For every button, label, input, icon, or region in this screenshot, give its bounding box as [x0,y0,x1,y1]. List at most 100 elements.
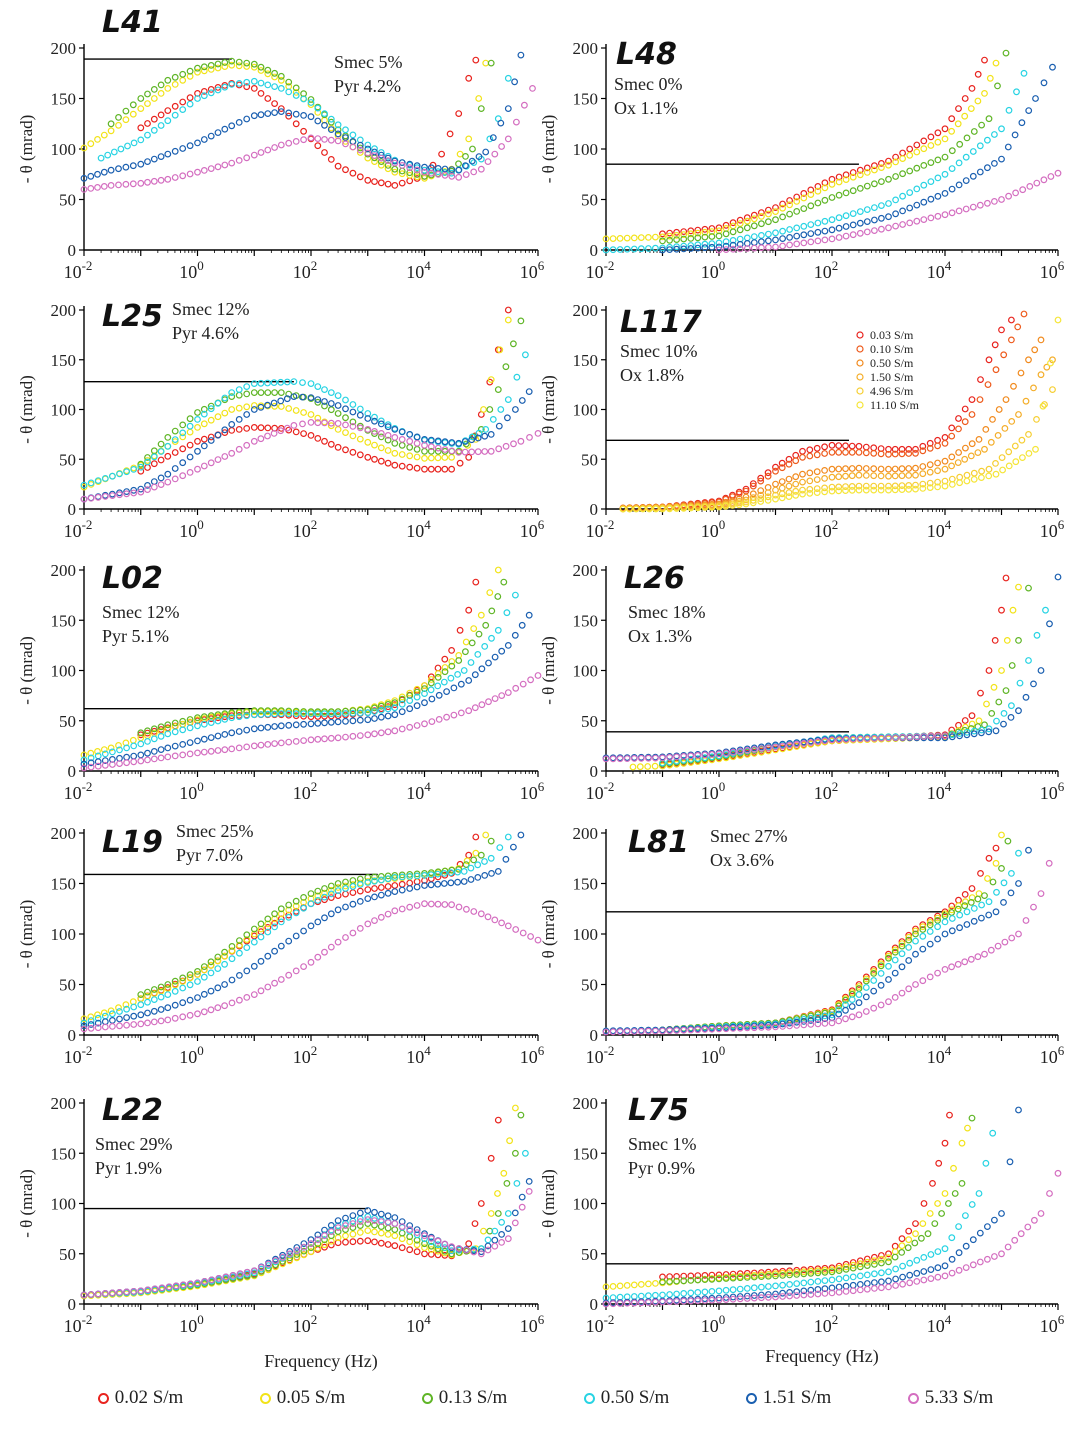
data-point [327,1241,335,1249]
data-point [194,447,201,455]
data-point [250,424,258,431]
data-point [270,399,278,407]
data-point [821,450,828,457]
data-point [307,710,315,718]
data-point [200,87,208,95]
legend-item: 5.33 S/m [870,1387,1032,1409]
data-point [504,1235,512,1243]
data-point [356,1237,364,1245]
data-point [645,245,652,252]
data-point [680,1289,688,1297]
data-point [421,441,428,449]
data-point [912,464,919,472]
data-point [441,171,449,179]
data-point [948,915,956,922]
y-tick-label: 200 [51,1094,77,1113]
data-point [701,1276,709,1283]
data-point [108,472,116,480]
data-point [228,406,236,413]
data-point [948,927,956,935]
data-point [765,230,772,238]
data-point [899,1273,906,1281]
data-point [264,928,272,936]
data-point [122,163,130,171]
data-point [898,445,906,453]
data-point [207,65,215,73]
data-point [694,1276,702,1284]
data-point [926,917,934,924]
y-tick-label: 50 [59,191,76,210]
legend-label: 0.05 S/m [276,1387,346,1408]
data-point [413,166,421,174]
data-point [307,432,315,439]
data-point [214,984,222,992]
data-point [334,420,342,427]
data-point [157,723,165,731]
data-point [999,466,1006,474]
data-point [687,1272,695,1280]
data-point [108,1023,116,1030]
x-tick-label: 10-2 [64,779,93,803]
data-point [406,689,414,697]
data-point [772,204,779,212]
data-point [130,466,138,473]
data-point [371,704,378,712]
data-point [300,1243,308,1251]
data-point [214,64,222,72]
data-point [87,479,95,487]
data-point [722,502,730,510]
data-point [955,896,962,904]
data-point [164,150,172,158]
data-point [992,59,1000,67]
series-2 [137,837,495,998]
data-point [321,712,328,720]
data-point [870,482,878,490]
data-point [602,755,610,763]
data-point [913,217,921,225]
y-tick-label: 0 [590,1295,599,1314]
data-point [164,84,172,92]
data-point [632,505,640,513]
data-point [377,913,385,921]
data-point [200,166,208,174]
data-point [955,1249,963,1257]
data-point [687,756,695,763]
data-point [421,465,428,473]
data-point [995,406,1003,413]
data-point [772,208,779,216]
data-point [905,985,913,993]
data-point [687,752,695,760]
data-point [150,460,158,468]
data-point [441,901,449,908]
data-point [277,427,285,435]
data-point [221,394,229,402]
data-point [765,1293,772,1301]
data-point [100,182,108,190]
data-point [954,960,962,968]
data-point [757,495,765,503]
data-point [835,473,843,481]
data-point [715,1294,723,1302]
data-point [481,872,489,879]
data-point [849,221,857,229]
data-point [200,462,208,470]
data-point [891,1253,899,1261]
data-point [863,164,871,172]
data-point [171,438,179,446]
data-point [87,494,95,502]
panel-annotation: Pyr 5.1% [102,626,169,646]
data-point [364,706,372,714]
data-point [920,216,928,224]
data-point [441,668,449,676]
data-point [80,495,88,503]
data-point [504,306,512,314]
data-point [101,493,109,500]
data-point [630,1281,638,1289]
data-point [115,742,122,749]
data-point [94,1014,102,1022]
data-point [228,122,236,130]
data-point [235,391,243,399]
data-point [941,1139,949,1147]
